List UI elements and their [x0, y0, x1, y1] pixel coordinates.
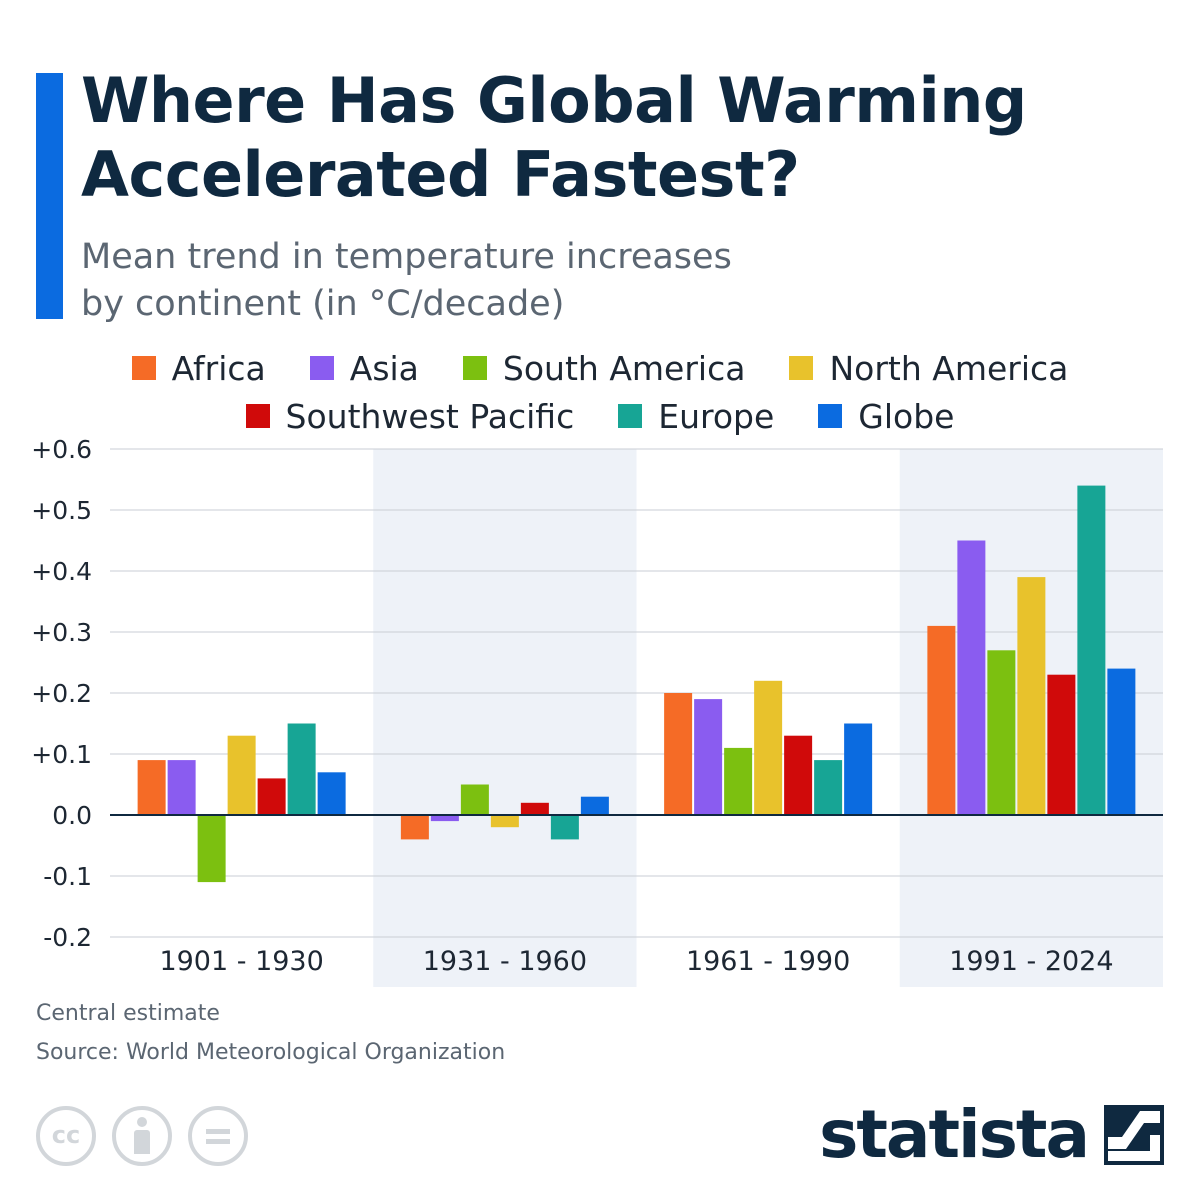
legend-swatch-globe	[818, 404, 843, 428]
bar-southwest-pacific-1	[520, 802, 549, 815]
legend-item-asia: Asia	[309, 348, 419, 388]
y-tick-label-8: -0.2	[43, 923, 92, 952]
legend-label-north-america: North America	[829, 348, 1069, 388]
cc-glyph: cc	[51, 1121, 81, 1149]
bar-north-america-3	[1017, 577, 1046, 815]
legend-label-globe: Globe	[858, 396, 955, 436]
accent-bar	[36, 73, 63, 319]
bar-chart: +0.6 +0.5 +0.4 +0.3 +0.2 +0.1 0.0 -0.1 -0.2 1901 …	[31, 435, 1163, 987]
legend-item-south-america: South America	[462, 348, 746, 388]
y-tick-label-0: +0.6	[31, 435, 92, 464]
y-tick-label-7: -0.1	[43, 862, 92, 891]
bar-south-america-1	[460, 784, 489, 815]
legend-swatch-southwest-pacific	[245, 404, 270, 428]
y-tick-label-3: +0.3	[31, 618, 92, 647]
subtitle-line-1: Mean trend in temperature increases	[81, 237, 732, 277]
bar-southwest-pacific-2	[784, 735, 813, 815]
bar-globe-2	[844, 723, 873, 815]
legend-item-globe: Globe	[818, 397, 954, 436]
no-derivatives-icon[interactable]	[188, 1106, 248, 1166]
source-note: Source: World Meteorological Organizatio…	[36, 1040, 506, 1065]
bar-southwest-pacific-0	[257, 778, 286, 815]
legend-swatch-africa	[131, 356, 156, 380]
bar-europe-3	[1077, 485, 1106, 815]
legend: Africa Asia South America North America …	[0, 344, 1200, 440]
equals-bar-top	[206, 1129, 230, 1134]
bar-europe-1	[550, 815, 579, 840]
cc-icon[interactable]: cc	[36, 1106, 96, 1166]
bar-asia-2	[694, 699, 723, 815]
y-tick-label-5: +0.1	[31, 740, 92, 769]
x-tick-label-3: 1991 - 2024	[949, 946, 1113, 977]
legend-swatch-north-america	[789, 356, 814, 380]
attribution-icon[interactable]	[112, 1106, 172, 1166]
x-tick-label-0: 1901 - 1930	[159, 946, 323, 977]
x-tick-label-2: 1961 - 1990	[686, 946, 850, 977]
legend-swatch-europe	[618, 404, 643, 428]
legend-item-africa: Africa	[131, 348, 266, 388]
category-band-1	[373, 449, 637, 987]
equals-bar-bottom	[206, 1139, 230, 1144]
bar-globe-1	[580, 796, 609, 815]
statista-brand[interactable]: statista	[819, 1100, 1164, 1170]
y-tick-label-6: 0.0	[52, 801, 92, 830]
bar-europe-2	[814, 760, 843, 815]
legend-swatch-asia	[309, 356, 334, 380]
bar-africa-2	[664, 693, 693, 815]
y-tick-label-2: +0.4	[31, 557, 92, 586]
legend-label-southwest-pacific: Southwest Pacific	[285, 396, 575, 436]
license-icons: cc	[36, 1106, 264, 1166]
legend-swatch-south-america	[462, 356, 487, 380]
bar-africa-3	[927, 625, 956, 815]
legend-label-africa: Africa	[171, 348, 266, 388]
y-tick-label-4: +0.2	[31, 679, 92, 708]
legend-label-south-america: South America	[502, 348, 746, 388]
legend-label-asia: Asia	[349, 348, 419, 388]
bar-north-america-2	[754, 680, 783, 815]
bar-south-america-0	[197, 815, 226, 883]
statista-logo-icon	[1104, 1105, 1164, 1165]
statista-wordmark: statista	[819, 1096, 1090, 1173]
bar-north-america-1	[490, 815, 519, 828]
attribution-body-shape	[134, 1130, 150, 1154]
bar-europe-0	[287, 723, 316, 815]
bar-globe-3	[1107, 668, 1136, 815]
bar-africa-1	[400, 815, 429, 840]
bar-asia-0	[167, 760, 196, 815]
y-tick-label-1: +0.5	[31, 496, 92, 525]
legend-row-2: Southwest Pacific Europe Globe	[0, 392, 1200, 440]
subtitle-line-2: by continent (in °C/decade)	[81, 284, 565, 324]
bar-southwest-pacific-3	[1047, 674, 1076, 815]
legend-item-north-america: North America	[789, 349, 1068, 388]
bar-asia-1	[430, 815, 459, 822]
bar-south-america-2	[724, 747, 753, 815]
chart-subtitle: Mean trend in temperature increases by co…	[81, 234, 981, 328]
bar-asia-3	[957, 540, 986, 815]
bar-globe-0	[317, 772, 346, 815]
legend-item-southwest-pacific: Southwest Pacific	[245, 396, 575, 436]
x-tick-label-1: 1931 - 1960	[423, 946, 587, 977]
bar-africa-0	[137, 760, 166, 815]
footnote: Central estimate	[36, 1001, 220, 1026]
legend-row-1: Africa Asia South America North America	[0, 344, 1200, 392]
legend-label-europe: Europe	[658, 396, 775, 436]
bar-north-america-0	[227, 735, 256, 815]
bar-south-america-3	[987, 650, 1016, 815]
attribution-head-shape	[137, 1117, 147, 1127]
chart-title: Where Has Global Warming Accelerated Fas…	[81, 64, 1027, 211]
legend-item-europe: Europe	[618, 397, 774, 436]
